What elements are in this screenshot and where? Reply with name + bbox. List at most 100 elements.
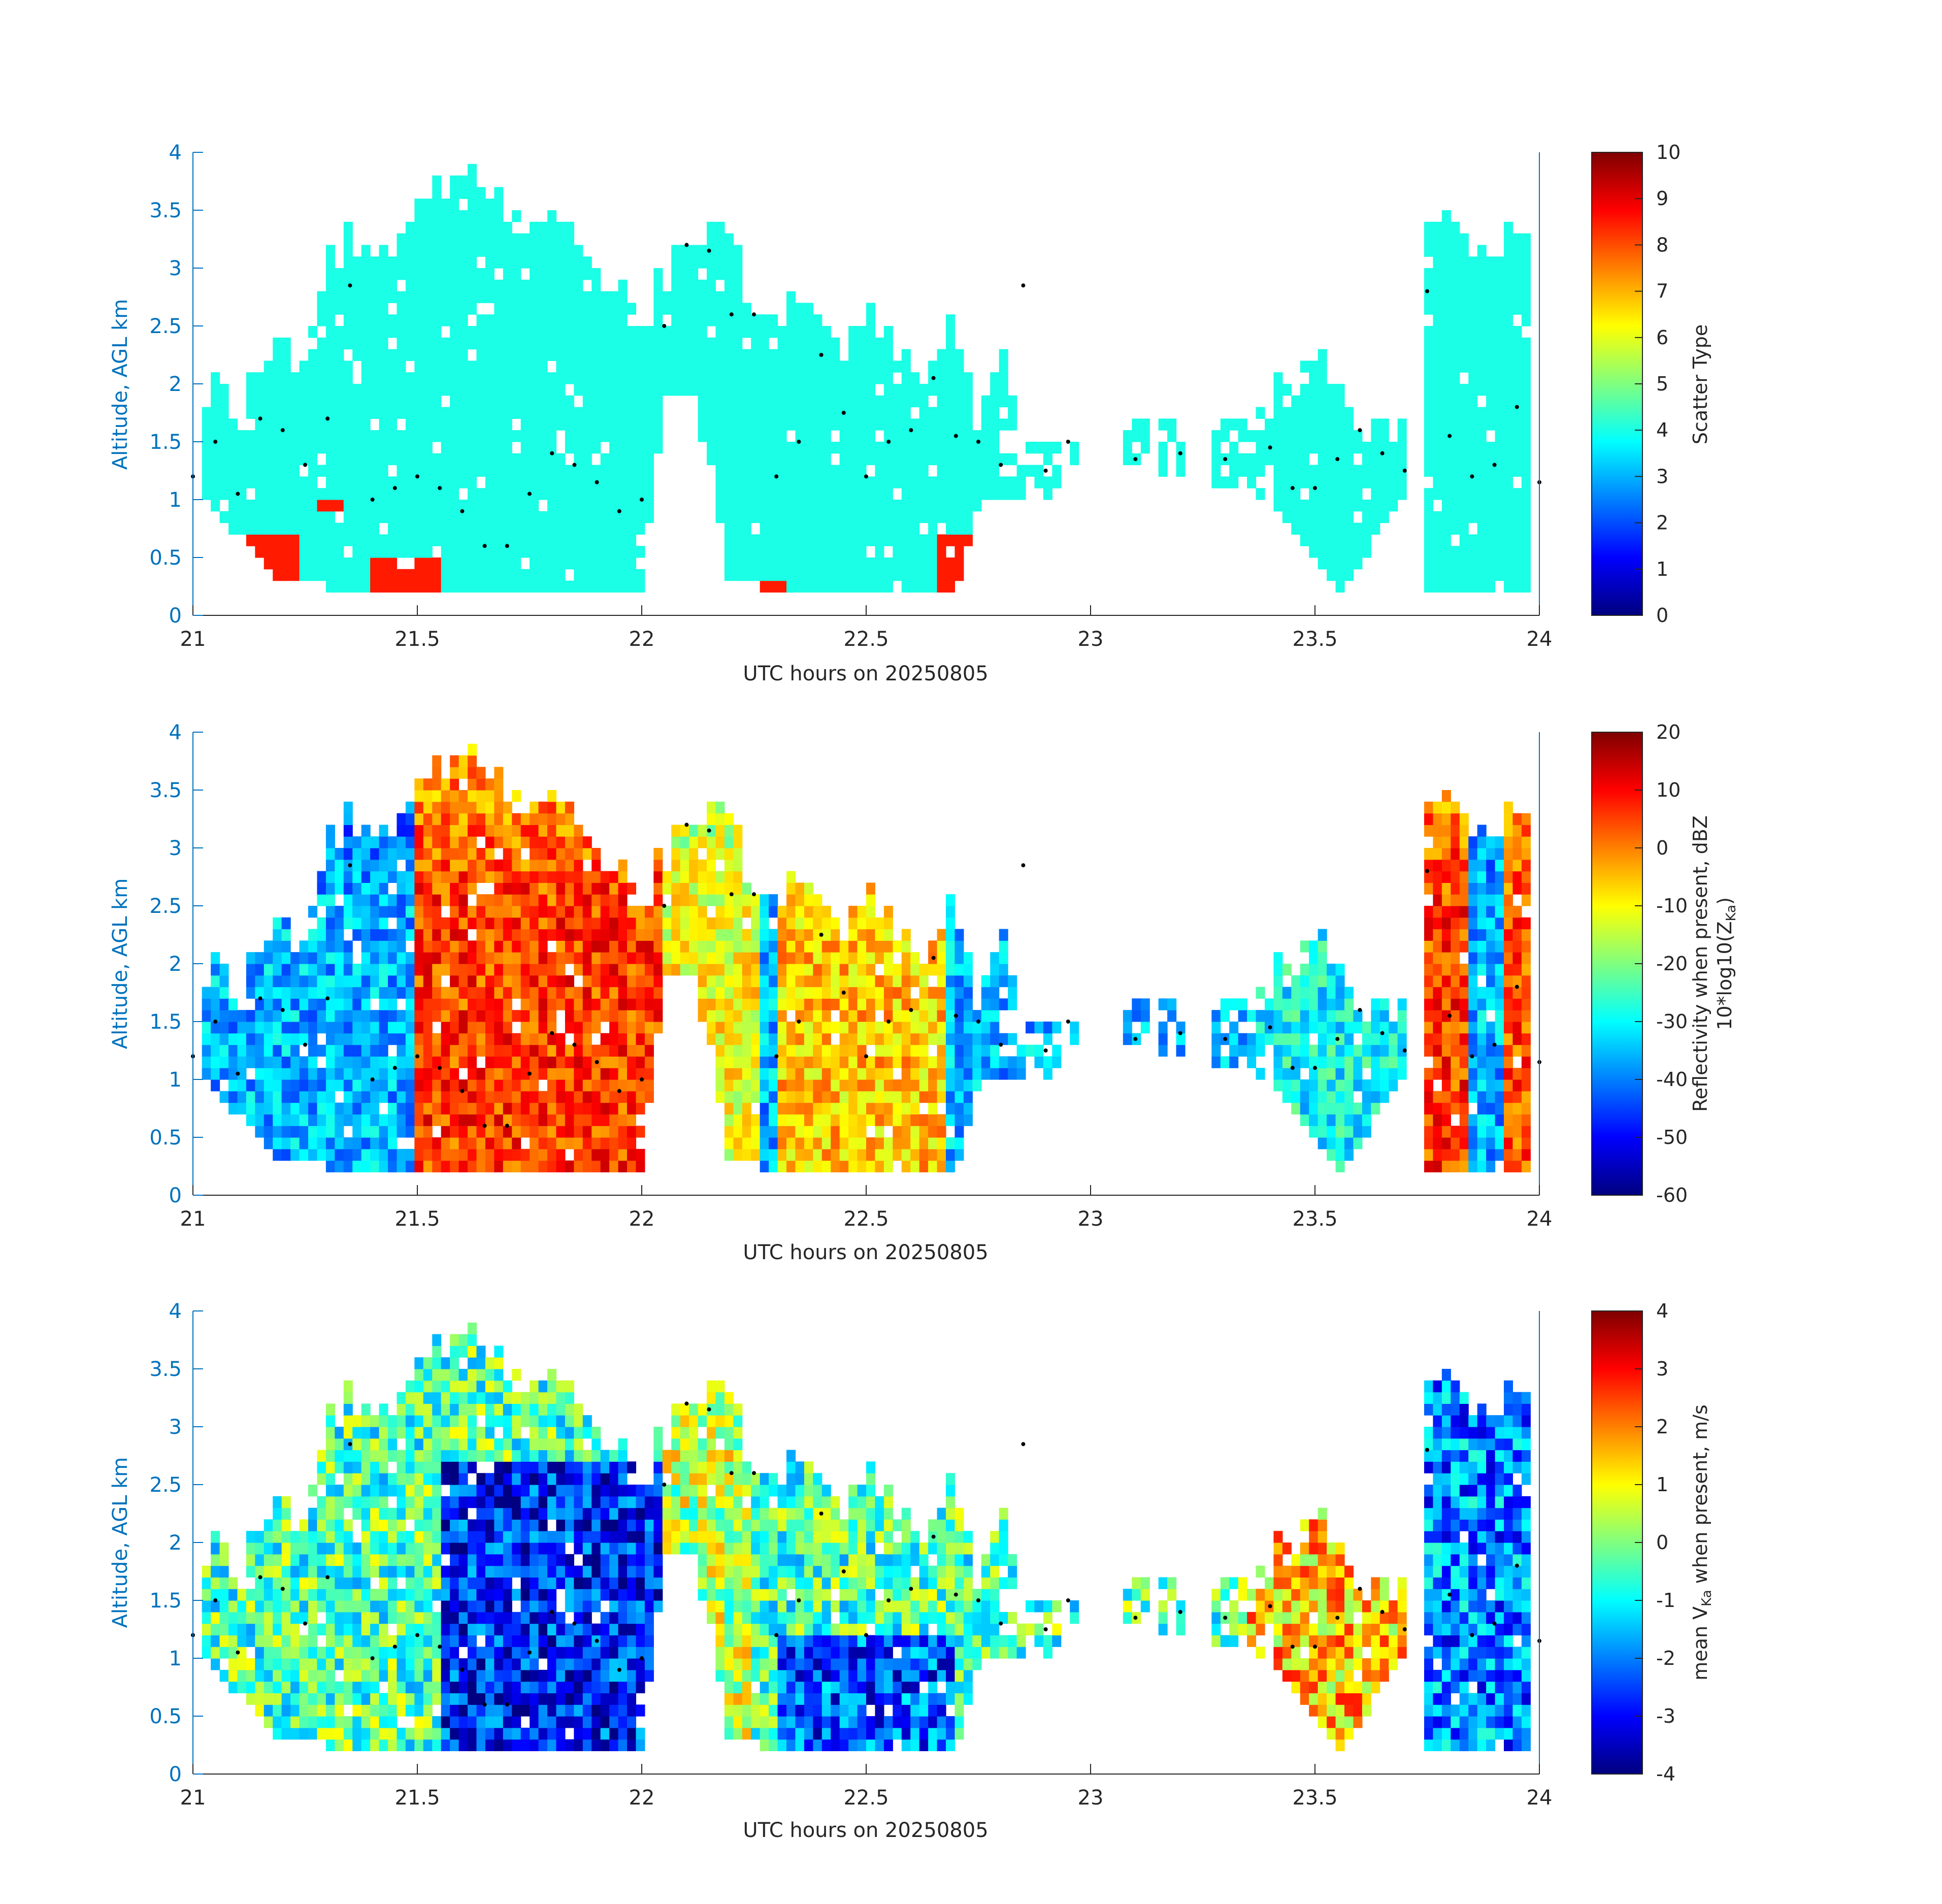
data-cell [733, 418, 743, 431]
data-cell [547, 453, 557, 466]
data-cell [804, 1102, 813, 1114]
data-cell [963, 442, 973, 454]
data-cell [520, 511, 530, 523]
data-cell [715, 245, 725, 257]
data-cell [343, 372, 353, 384]
data-cell [494, 940, 504, 953]
data-cell [751, 1022, 761, 1034]
data-cell [875, 1126, 884, 1138]
data-cell [512, 384, 521, 396]
data-cell [813, 1160, 822, 1172]
data-cell [405, 871, 415, 883]
data-cell [707, 314, 716, 326]
data-cell [769, 964, 778, 976]
data-cell [609, 291, 619, 303]
data-cell [1424, 511, 1434, 523]
data-cell [1247, 465, 1257, 477]
data-cell [742, 906, 751, 918]
data-cell [831, 1079, 840, 1092]
data-cell [724, 906, 734, 918]
data-cell [769, 998, 778, 1010]
data-cell [325, 500, 335, 512]
data-cell [1344, 453, 1354, 466]
data-cell [618, 430, 628, 442]
data-cell [1008, 1056, 1017, 1068]
data-cell [910, 511, 920, 523]
data-cell [901, 349, 911, 361]
data-cell [1229, 1056, 1239, 1068]
data-cell [680, 245, 689, 257]
data-cell [494, 534, 504, 546]
data-cell [468, 1033, 477, 1045]
data-cell [671, 384, 681, 396]
data-cell [538, 975, 548, 988]
data-cell [335, 546, 344, 558]
data-cell [724, 882, 734, 895]
data-cell [379, 557, 388, 570]
data-cell [458, 384, 468, 396]
data-cell [821, 998, 831, 1010]
data-cell [538, 1022, 548, 1034]
data-cell [760, 511, 769, 523]
data-cell [777, 465, 787, 477]
data-cell [458, 372, 468, 384]
data-cell [875, 418, 884, 431]
data-cell [538, 534, 548, 546]
data-cell [857, 522, 867, 535]
data-cell [698, 882, 707, 895]
data-cell [582, 569, 592, 581]
data-cell [450, 569, 459, 581]
data-cell [450, 1033, 459, 1045]
data-cell [600, 987, 610, 999]
data-cell [1441, 384, 1451, 396]
data-cell [379, 1160, 388, 1172]
data-cell [246, 407, 255, 419]
data-cell [786, 465, 796, 477]
data-cell [423, 801, 433, 814]
data-cell [1238, 453, 1247, 466]
data-cell [520, 326, 530, 338]
data-cell [609, 1068, 619, 1080]
data-cell [707, 442, 716, 454]
data-cell [1309, 476, 1319, 488]
data-cell [901, 1102, 911, 1114]
data-cell [423, 465, 433, 477]
data-cell [848, 917, 858, 930]
data-cell [494, 546, 504, 558]
data-cell [370, 557, 380, 570]
data-cell [937, 987, 946, 999]
data-cell [751, 1068, 761, 1080]
cloud-base-point [392, 486, 397, 490]
data-cell [538, 476, 548, 488]
data-cell [760, 360, 769, 373]
data-cell [769, 314, 778, 326]
data-cell [325, 546, 335, 558]
data-cell [1335, 488, 1345, 500]
data-cell [281, 395, 291, 408]
data-cell [866, 1102, 876, 1114]
data-cell [281, 1091, 291, 1103]
data-cell [388, 442, 398, 454]
data-cell [290, 372, 300, 384]
data-cell [715, 940, 725, 953]
data-cell [388, 987, 398, 999]
data-cell [343, 998, 353, 1010]
data-cell [485, 511, 495, 523]
data-cell [405, 1010, 415, 1022]
data-cell [325, 929, 335, 941]
data-cell [281, 465, 291, 477]
data-cell [777, 349, 787, 361]
data-cell [388, 1126, 398, 1138]
data-cell [724, 314, 734, 326]
data-cell [556, 1160, 566, 1172]
data-cell [1309, 442, 1319, 454]
data-cell [875, 975, 884, 988]
data-cell [388, 349, 398, 361]
data-cell [281, 522, 291, 535]
data-cell [813, 534, 822, 546]
data-cell [821, 522, 831, 535]
data-cell [565, 1102, 574, 1114]
data-cell [264, 964, 273, 976]
data-cell [760, 1137, 769, 1150]
